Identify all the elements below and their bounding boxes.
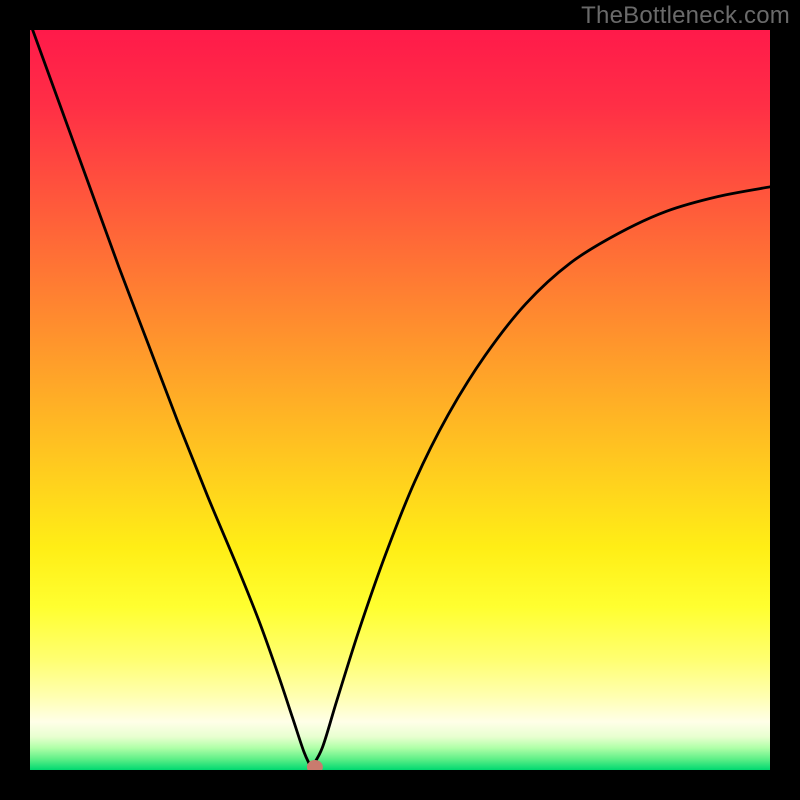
- bottleneck-curve: [30, 30, 770, 768]
- watermark: TheBottleneck.com: [581, 2, 790, 30]
- curve-layer: [30, 30, 770, 770]
- plot-area: [30, 30, 770, 770]
